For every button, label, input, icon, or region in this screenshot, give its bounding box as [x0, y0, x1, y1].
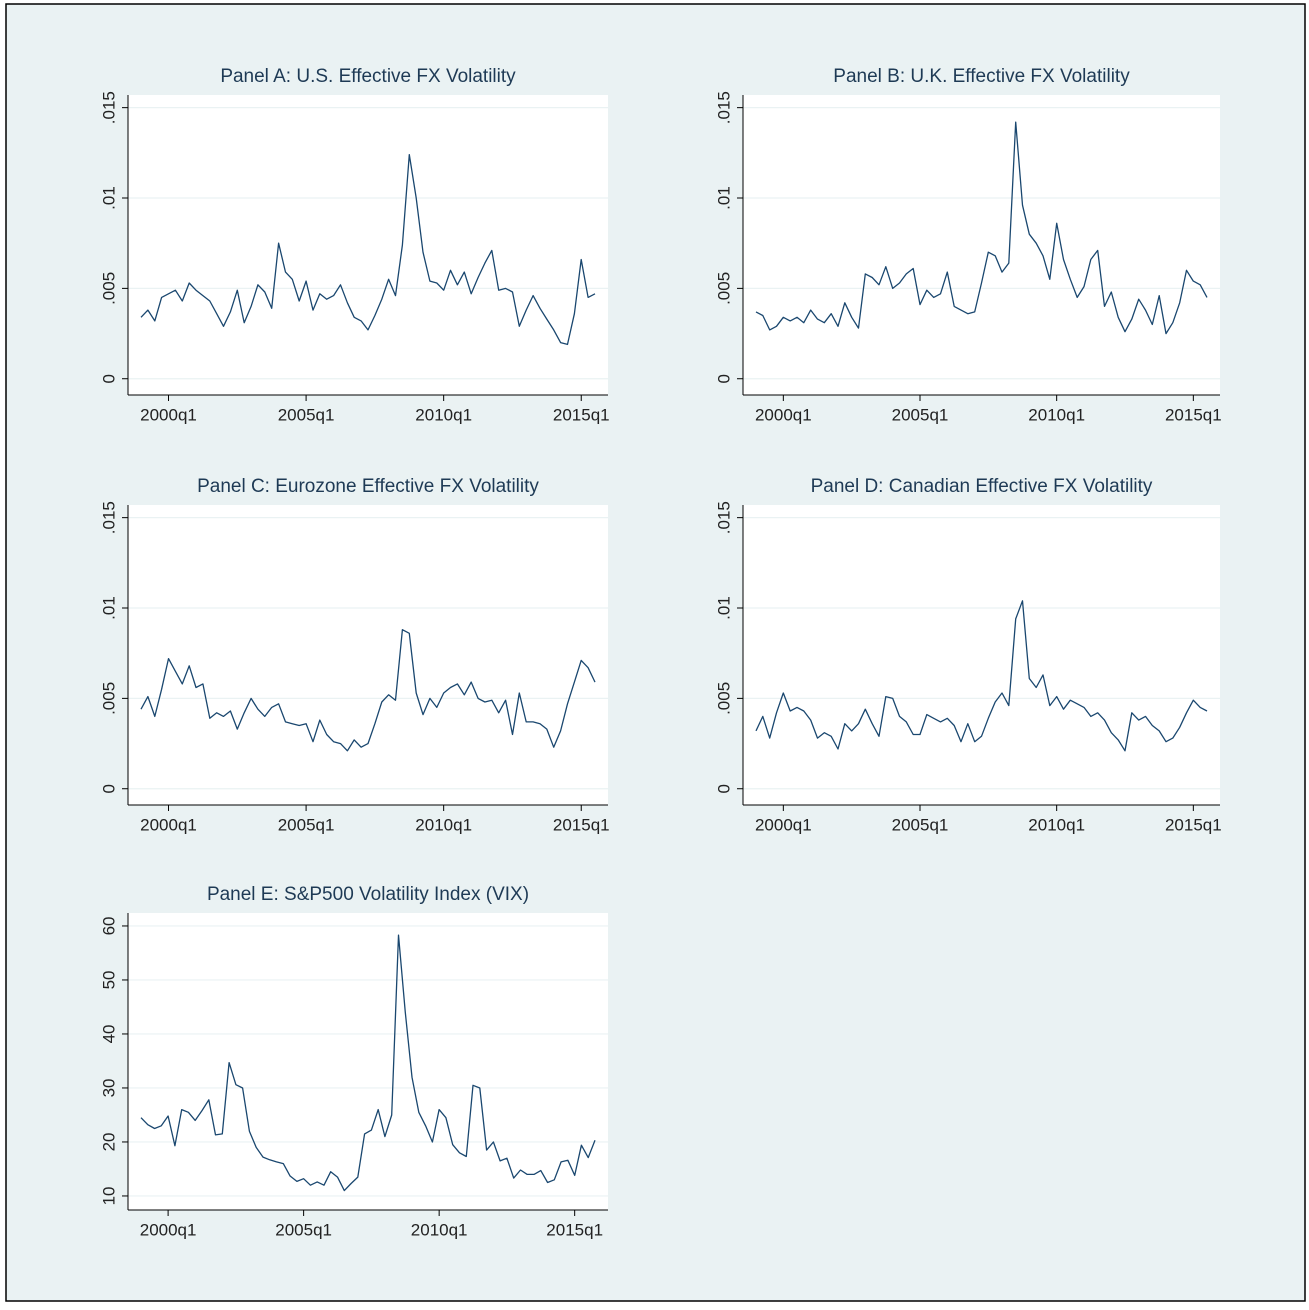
x-tick-label: 2010q1 — [1028, 815, 1085, 834]
y-tick-label: .01 — [714, 186, 733, 210]
x-tick-label: 2000q1 — [140, 405, 197, 424]
y-tick-label: 0 — [714, 784, 733, 793]
panel-title: Panel E: S&P500 Volatility Index (VIX) — [207, 884, 529, 905]
x-tick-label: 2015q1 — [1165, 815, 1222, 834]
y-tick-label: .015 — [714, 501, 733, 534]
y-tick-label: 20 — [99, 1132, 118, 1151]
panel-title: Panel D: Canadian Effective FX Volatilit… — [811, 476, 1153, 497]
plot-area — [743, 95, 1220, 395]
y-tick-label: .015 — [714, 91, 733, 124]
y-tick-label: 0 — [99, 784, 118, 793]
y-tick-label: .015 — [99, 91, 118, 124]
x-tick-label: 2005q1 — [278, 405, 335, 424]
y-tick-label: .01 — [714, 596, 733, 620]
y-tick-label: .01 — [99, 596, 118, 620]
y-tick-label: .005 — [714, 682, 733, 715]
y-tick-label: 50 — [99, 970, 118, 989]
x-tick-label: 2010q1 — [411, 1220, 468, 1239]
x-tick-label: 2010q1 — [415, 815, 472, 834]
data-line — [755, 600, 1208, 752]
x-tick-label: 2010q1 — [415, 405, 472, 424]
data-line — [140, 153, 596, 346]
y-tick-label: 30 — [99, 1078, 118, 1097]
plot-area — [128, 95, 608, 395]
x-tick-label: 2005q1 — [275, 1220, 332, 1239]
y-tick-label: .01 — [99, 186, 118, 210]
data-line — [140, 629, 596, 752]
y-tick-label: .005 — [99, 682, 118, 715]
plot-area — [128, 505, 608, 805]
x-tick-label: 2005q1 — [892, 815, 949, 834]
x-tick-label: 2005q1 — [278, 815, 335, 834]
plot-area — [743, 505, 1220, 805]
y-tick-label: .005 — [714, 272, 733, 305]
y-tick-label: 0 — [714, 374, 733, 383]
y-tick-label: .015 — [99, 501, 118, 534]
y-tick-label: .005 — [99, 272, 118, 305]
data-line — [755, 121, 1208, 335]
x-tick-label: 2000q1 — [755, 405, 812, 424]
panel-title: Panel B: U.K. Effective FX Volatility — [833, 66, 1130, 87]
panel-title: Panel A: U.S. Effective FX Volatility — [220, 66, 516, 87]
x-tick-label: 2000q1 — [140, 1220, 197, 1239]
y-tick-label: 40 — [99, 1024, 118, 1043]
x-tick-label: 2015q1 — [1165, 405, 1222, 424]
x-tick-label: 2000q1 — [755, 815, 812, 834]
y-tick-label: 60 — [99, 916, 118, 935]
panel-title: Panel C: Eurozone Effective FX Volatilit… — [197, 476, 539, 497]
x-tick-label: 2015q1 — [546, 1220, 603, 1239]
x-tick-label: 2005q1 — [892, 405, 949, 424]
x-tick-label: 2015q1 — [553, 815, 610, 834]
data-line — [140, 934, 596, 1192]
x-tick-label: 2015q1 — [553, 405, 610, 424]
y-tick-label: 10 — [99, 1186, 118, 1205]
x-tick-label: 2000q1 — [140, 815, 197, 834]
y-tick-label: 0 — [99, 374, 118, 383]
x-tick-label: 2010q1 — [1028, 405, 1085, 424]
plot-area — [128, 913, 608, 1210]
